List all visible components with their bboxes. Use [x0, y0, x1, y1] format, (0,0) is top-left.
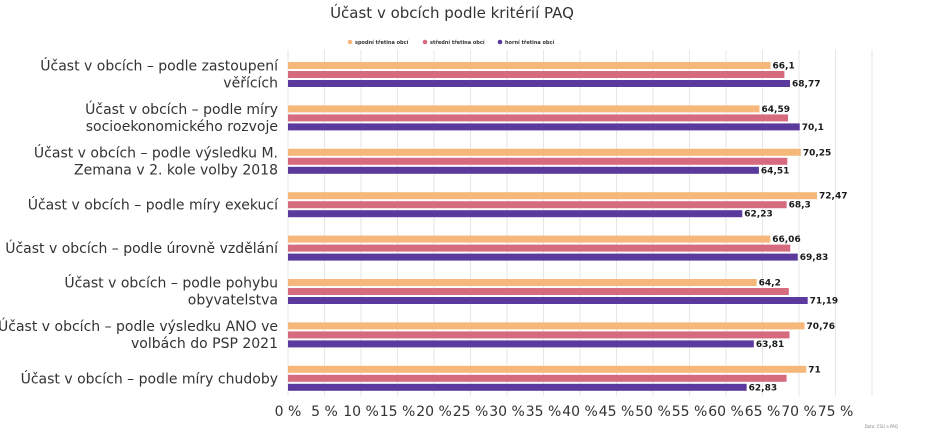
bar[interactable] — [288, 331, 790, 339]
bar-group: 64,2 71,19 — [288, 279, 838, 307]
category-label: Účast v obcích – podle míry exekucí — [28, 196, 279, 214]
bar[interactable] — [288, 71, 785, 78]
bar[interactable] — [288, 374, 787, 382]
bar[interactable] — [288, 148, 801, 156]
bar[interactable] — [288, 192, 818, 200]
data-label: 68,77 — [792, 80, 820, 90]
x-tick-label: 35 % — [526, 404, 562, 420]
bar-group: 70,25 64,51 — [288, 148, 831, 176]
bar-group: 72,47 68,3 62,23 — [288, 192, 847, 220]
legend-label: horní třetina obcí — [505, 39, 554, 46]
bar[interactable] — [288, 123, 800, 131]
chart-credit: Data: ČSÚ a PAQ — [865, 424, 898, 429]
category-label: Účast v obcích – podle zastoupení věřícíc… — [40, 57, 279, 92]
data-label: 66,1 — [773, 62, 795, 72]
x-tick-label: 15 % — [380, 404, 416, 420]
bar-group: 70,76 63,81 — [288, 322, 835, 350]
bar[interactable] — [288, 235, 771, 243]
legend-item[interactable]: spodní třetina obcí — [347, 39, 409, 46]
category-label: Účast v obcích – podle pohybu obyvatelstv… — [64, 274, 278, 309]
x-tick-label: 40 % — [562, 404, 598, 420]
bar[interactable] — [288, 365, 807, 373]
x-tick-label: 70 % — [781, 404, 817, 420]
data-label: 70,25 — [803, 148, 831, 158]
bar-group: 66,1 68,77 — [288, 62, 820, 90]
legend-marker — [347, 39, 353, 45]
x-axis-tick-labels: 0 % 5 % 10 % 15 % 20 % 25 % 30 % 35 % 40 % 45 % 50… — [275, 404, 854, 420]
legend-marker — [422, 39, 428, 45]
legend-item[interactable]: střední třetina obcí — [422, 39, 485, 46]
x-tick-label: 75 % — [818, 404, 854, 420]
legend-item[interactable]: horní třetina obcí — [497, 39, 555, 46]
data-label: 68,3 — [789, 201, 811, 211]
bar[interactable] — [288, 253, 798, 261]
data-label: 70,1 — [802, 123, 824, 133]
x-tick-label: 0 % — [275, 404, 302, 420]
category-label: Účast v obcích – podle výsledku M. Zemana… — [34, 143, 278, 178]
x-tick-label: 30 % — [489, 404, 525, 420]
bar[interactable] — [288, 322, 805, 330]
chart-title: Účast v obcích podle kritérií PAQ — [330, 3, 574, 22]
data-label: 62,23 — [744, 210, 772, 220]
bar[interactable] — [288, 157, 788, 165]
data-label: 69,83 — [800, 253, 828, 263]
x-tick-label: 20 % — [416, 404, 452, 420]
bars: 66,1 68,77 64,59 70,1 70,25 64,51 72,47 68,3 62,… — [288, 62, 847, 393]
bar[interactable] — [288, 288, 789, 295]
bar-group: 64,59 70,1 — [288, 105, 824, 133]
bar[interactable] — [288, 114, 789, 122]
data-label: 72,47 — [819, 192, 847, 202]
data-label: 66,06 — [772, 235, 800, 245]
x-tick-label: 50 % — [635, 404, 671, 420]
bar[interactable] — [288, 340, 754, 348]
bar[interactable] — [288, 279, 757, 286]
category-label: Účast v obcích – podle výsledku ANO ve vo… — [0, 317, 278, 352]
x-tick-label: 10 % — [343, 404, 379, 420]
data-label: 64,51 — [761, 166, 789, 176]
data-label: 62,83 — [749, 383, 777, 393]
x-tick-label: 65 % — [745, 404, 781, 420]
legend-label: střední třetina obcí — [430, 39, 485, 46]
x-tick-label: 25 % — [453, 404, 489, 420]
data-label: 63,81 — [756, 340, 784, 350]
category-labels: Účast v obcích – podle zastoupení věřícíc… — [0, 57, 279, 388]
category-label: Účast v obcích – podle míry socioekonomic… — [85, 100, 278, 135]
legend: spodní třetina obcí střední třetina obcí h… — [347, 39, 555, 46]
legend-label: spodní třetina obcí — [355, 39, 409, 46]
bar[interactable] — [288, 105, 760, 113]
bar[interactable] — [288, 80, 791, 87]
data-label: 71 — [808, 365, 821, 375]
bar[interactable] — [288, 62, 771, 69]
data-label: 64,59 — [762, 105, 790, 115]
data-label: 70,76 — [807, 322, 835, 332]
data-label: 71,19 — [810, 297, 838, 307]
x-tick-label: 55 % — [672, 404, 708, 420]
x-tick-label: 5 % — [311, 404, 338, 420]
bar[interactable] — [288, 383, 747, 391]
x-tick-label: 60 % — [708, 404, 744, 420]
bar[interactable] — [288, 201, 787, 209]
bar[interactable] — [288, 244, 791, 252]
bar[interactable] — [288, 210, 743, 218]
bar[interactable] — [288, 297, 808, 304]
legend-marker — [497, 39, 503, 45]
category-label: Účast v obcích – podle úrovně vzdělání — [5, 239, 279, 257]
bar-group: 71 62,83 — [288, 365, 821, 393]
bar[interactable] — [288, 166, 759, 174]
category-label: Účast v obcích – podle míry chudoby — [21, 369, 278, 387]
x-tick-label: 45 % — [599, 404, 635, 420]
data-label: 64,2 — [759, 279, 781, 289]
